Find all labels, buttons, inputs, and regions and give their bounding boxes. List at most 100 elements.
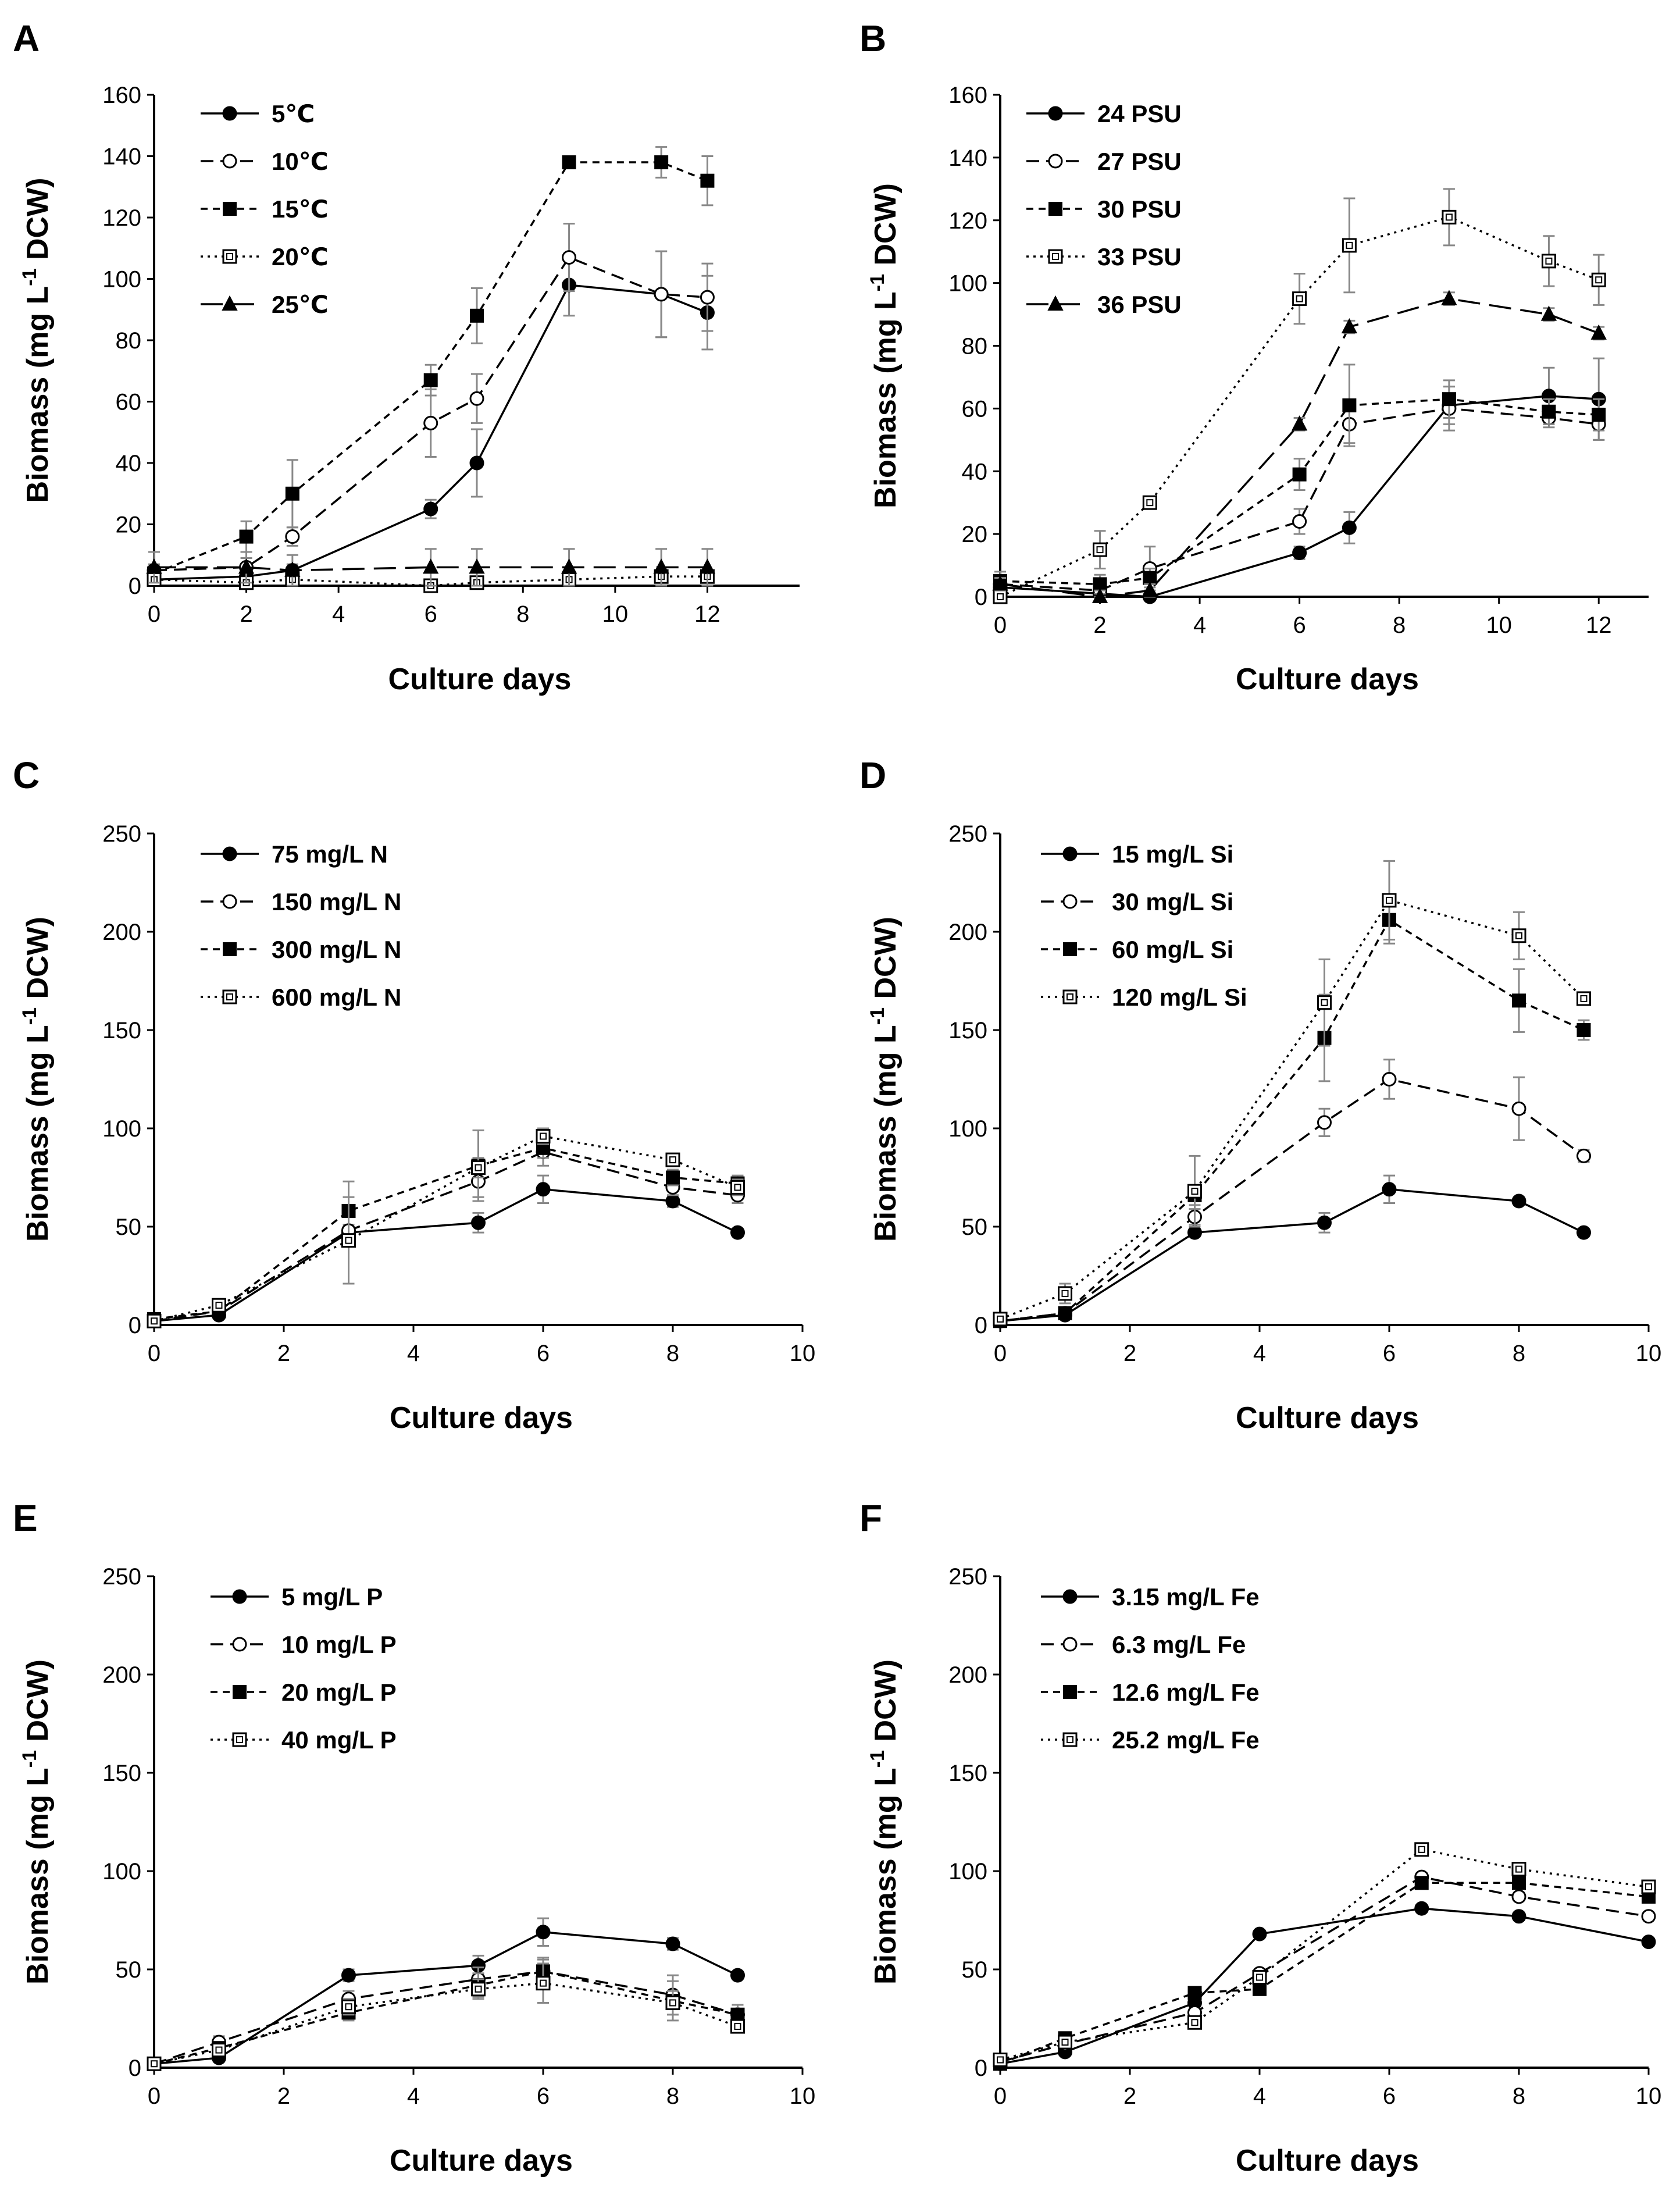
y-tick-label: 120 [102,205,141,231]
x-tick-label: 4 [407,1341,420,1366]
y-tick-label: 150 [102,1018,141,1043]
y-tick-label: 160 [948,83,987,108]
series-line [154,284,708,581]
y-axis-title-part: Biomass (mg L [21,286,55,503]
series-line [1000,899,1585,1320]
data-point [146,558,162,574]
data-point [1092,587,1108,603]
x-tick-label: 4 [332,601,345,627]
legend-label: 36 PSU [1097,291,1182,318]
data-point [1540,305,1557,321]
data-point [1252,1970,1267,1985]
data-point [536,1925,551,1940]
data-point [1511,1194,1526,1209]
legend-marker-inner [226,993,233,1000]
data-point [1058,2035,1072,2050]
legend-label: 300 mg/L N [272,936,401,963]
series-line [154,1930,739,2065]
data-point-inner [1545,257,1553,265]
data-point [992,575,1008,591]
series-2 [147,223,715,578]
legend-label: 25.2 mg/L Fe [1112,1726,1260,1754]
data-point [1252,1926,1267,1941]
x-tick-label: 10 [1636,2083,1662,2109]
data-point-inner [1515,1865,1522,1873]
y-tick-label: 200 [102,920,141,945]
data-point-inner [215,1302,223,1309]
series-line [1000,407,1599,592]
data-point [1414,1876,1429,1890]
data-point-inner [345,2003,352,2011]
y-tick-label: 50 [116,1214,142,1240]
data-point-inner [1191,1188,1199,1195]
data-point [284,561,301,577]
panel-e: E 0 50 100 150 200 250 0 2 4 6 8 10 Culture days Bioma… [13,1497,815,2178]
series-1 [993,1901,1656,2071]
data-point-inner [997,2056,1004,2064]
x-tick-label: 0 [994,612,1007,638]
x-tick-label: 4 [407,2083,420,2109]
legend-marker [1048,154,1063,169]
data-point-inner [1515,932,1522,939]
y-axis-title-superscript: -1 [866,274,889,291]
panel-letter: D [859,754,886,796]
data-point [423,501,438,516]
x-tick-label: 8 [1513,2083,1525,2109]
x-tick-label: 8 [666,1341,679,1366]
y-tick-label: 250 [948,821,987,847]
data-point [730,1180,745,1195]
data-point [666,1170,680,1185]
data-point [469,558,485,574]
y-tick-label: 100 [948,1116,987,1142]
x-tick-label: 2 [1123,1341,1136,1366]
legend-marker [223,942,237,956]
y-tick-label: 20 [962,522,988,547]
data-point-inner [475,1164,482,1171]
y-axis-title-superscript: -1 [19,268,41,286]
data-point [423,415,438,430]
legend-label: 10℃ [272,148,329,175]
data-point [470,308,484,323]
data-point [1187,1225,1202,1240]
data-point [730,2007,745,2022]
legend-marker [1063,942,1077,956]
x-tick-label: 8 [666,2083,679,2109]
data-point [1292,467,1307,482]
data-point [1512,993,1526,1008]
data-point [1592,408,1606,422]
legend-marker [232,1637,247,1652]
y-axis-title-part: Biomass (mg L [21,1025,55,1242]
series-line [154,256,708,572]
data-point [730,1968,745,1983]
legend-label: 40 mg/L P [281,1726,397,1754]
data-point-inner [1321,999,1328,1006]
data-point-inner [345,1237,352,1244]
data-point [730,1225,745,1240]
legend-marker [222,989,237,1004]
series-line [1000,395,1599,598]
data-point [1511,1909,1526,1924]
x-tick-label: 10 [602,601,629,627]
data-point [238,558,255,574]
data-point [1641,1909,1656,1924]
x-tick-label: 0 [148,601,160,627]
legend-marker [222,295,238,311]
y-axis-title: Biomass (mg L-1 DCW) [19,1659,55,1985]
data-point-inner [734,1184,741,1191]
legend-marker [1062,989,1078,1004]
legend: 15 mg/L Si 30 mg/L Si 60 mg/L Si 120 mg/L S… [1041,840,1247,1011]
series-4 [147,1962,745,2071]
x-tick-label: 10 [1486,612,1512,638]
data-point [341,1233,356,1248]
data-point [700,173,715,188]
legend-label: 600 mg/L N [272,984,401,1011]
series-line [1000,1848,1649,2061]
x-tick-label: 10 [790,1341,816,1366]
y-tick-label: 50 [962,1214,988,1240]
data-point [1442,392,1456,407]
legend-marker-inner [236,1736,243,1743]
legend-label: 150 mg/L N [272,888,401,915]
legend-label: 25℃ [272,291,329,318]
series-line [154,161,708,575]
data-point [1292,514,1307,529]
